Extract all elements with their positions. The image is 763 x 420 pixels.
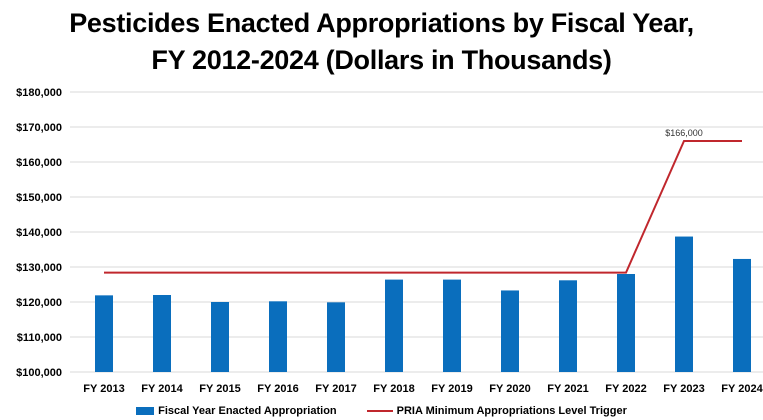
bar <box>327 302 345 372</box>
bar <box>95 295 113 372</box>
bar <box>675 236 693 372</box>
legend: Fiscal Year Enacted Appropriation PRIA M… <box>0 405 763 417</box>
y-tick-label: $150,000 <box>16 192 62 204</box>
x-tick-label: FY 2022 <box>605 383 646 395</box>
x-tick-label: FY 2015 <box>199 383 240 395</box>
x-tick-label: FY 2021 <box>547 383 588 395</box>
y-tick-label: $170,000 <box>16 122 62 134</box>
x-tick-label: FY 2013 <box>83 383 124 395</box>
legend-item-bars: Fiscal Year Enacted Appropriation <box>136 405 337 417</box>
y-tick-label: $140,000 <box>16 227 62 239</box>
legend-label-line: PRIA Minimum Appropriations Level Trigge… <box>396 405 627 417</box>
chart-plot: $100,000 $110,000 $120,000 $130,000 $140,000… <box>16 87 763 395</box>
y-tick-label: $130,000 <box>16 262 62 274</box>
bar <box>501 290 519 372</box>
data-label: $166,000 <box>665 128 703 138</box>
x-tick-label: FY 2014 <box>141 383 183 395</box>
bar <box>385 279 403 372</box>
legend-line-swatch <box>366 410 393 412</box>
x-tick-label: FY 2016 <box>257 383 298 395</box>
x-tick-label: FY 2017 <box>315 383 356 395</box>
y-tick-label: $180,000 <box>16 87 62 99</box>
legend-label-bars: Fiscal Year Enacted Appropriation <box>158 405 337 417</box>
bar <box>153 295 171 372</box>
x-tick-label: FY 2024 <box>721 383 763 395</box>
x-tick-label: FY 2019 <box>431 383 472 395</box>
chart-title-line2: FY 2012-2024 (Dollars in Thousands) <box>151 45 612 75</box>
bar <box>733 258 751 372</box>
bar <box>559 280 577 372</box>
x-tick-label: FY 2020 <box>489 383 530 395</box>
y-tick-label: $110,000 <box>17 332 62 344</box>
trigger-line <box>104 140 742 274</box>
chart-title-line1: Pesticides Enacted Appropriations by Fis… <box>69 8 694 38</box>
y-tick-label: $160,000 <box>16 157 62 169</box>
y-tick-label: $100,000 <box>16 367 62 379</box>
bar <box>443 279 461 372</box>
x-tick-label: FY 2023 <box>663 383 704 395</box>
y-tick-label: $120,000 <box>16 297 62 309</box>
legend-bar-swatch <box>136 407 155 415</box>
bar <box>211 302 229 372</box>
bar <box>269 301 287 372</box>
legend-item-line: PRIA Minimum Appropriations Level Trigge… <box>366 405 627 417</box>
bar <box>617 274 635 372</box>
x-tick-label: FY 2018 <box>373 383 414 395</box>
